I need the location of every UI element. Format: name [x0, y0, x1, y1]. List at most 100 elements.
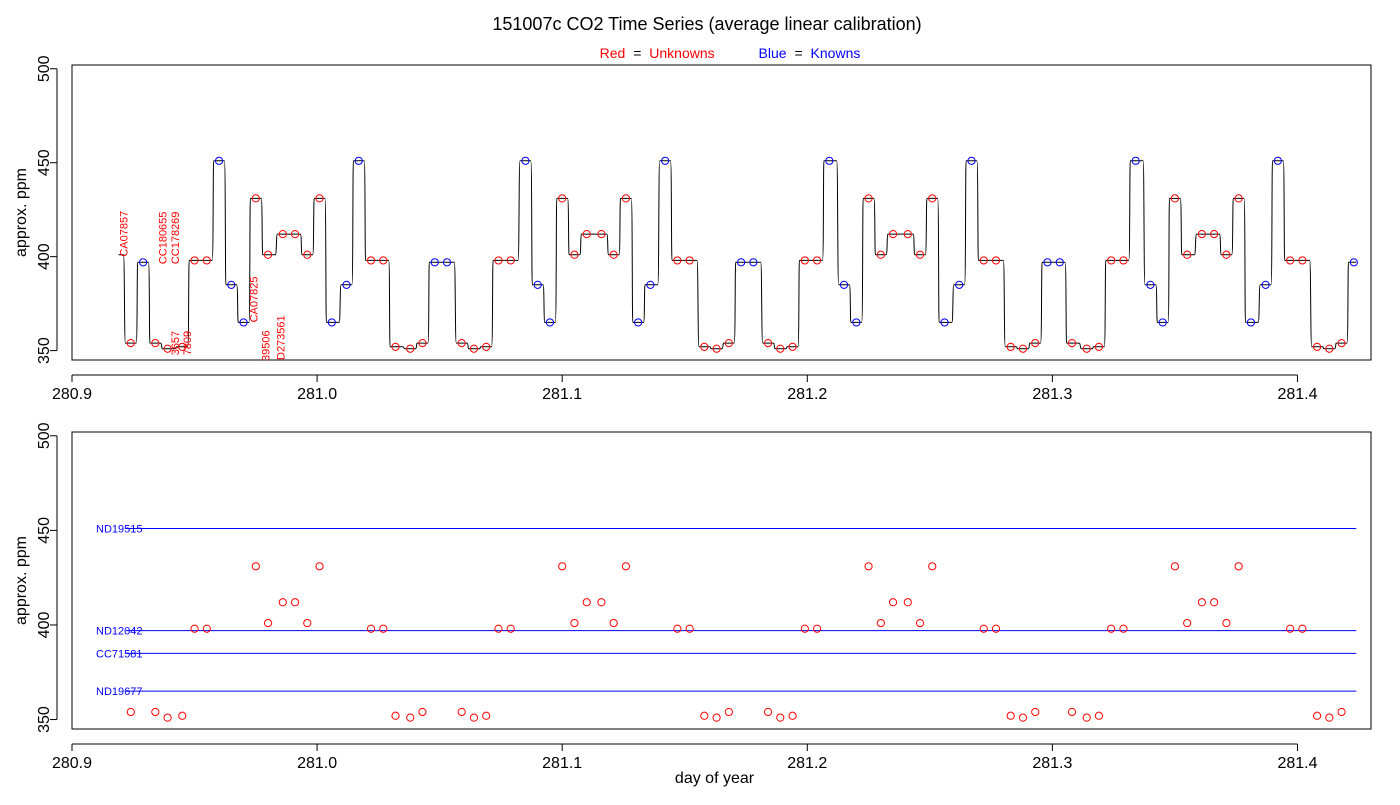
top-unknown-point — [700, 342, 709, 351]
bottom-y-tick-label: 450 — [36, 517, 53, 544]
top-unknown-point — [457, 338, 466, 348]
bottom-x-tick-label: 280.9 — [52, 755, 92, 772]
top-unknown-point — [1312, 342, 1322, 351]
top-unknown-point — [673, 256, 682, 265]
bottom-unknown-point — [406, 713, 415, 722]
top-known-point — [354, 156, 363, 165]
top-known-point — [227, 280, 236, 289]
top-known-point — [940, 318, 949, 327]
legend-blue-eq: = — [794, 45, 802, 61]
bottom-unknown-point — [1286, 624, 1295, 633]
top-unknown-point — [151, 338, 160, 348]
bottom-unknown-point — [251, 562, 260, 571]
top-known-point — [545, 318, 555, 327]
bottom-x-tick-label: 281.4 — [1277, 755, 1317, 772]
top-unknown-point — [876, 250, 885, 259]
bottom-y-tick-label: 400 — [36, 612, 53, 639]
top-known-point — [342, 280, 351, 289]
bottom-unknown-point — [303, 618, 312, 628]
top-y-tick-label: 350 — [36, 337, 53, 364]
top-unknown-point — [1006, 342, 1015, 351]
bottom-unknown-point — [1067, 707, 1077, 717]
bottom-unknown-point — [457, 707, 466, 717]
top-known-point — [1246, 318, 1256, 327]
bottom-x-axis-label: day of year — [675, 770, 755, 787]
bottom-unknown-point — [1119, 624, 1128, 633]
top-y-tick-label: 500 — [36, 55, 53, 82]
top-unknown-point — [278, 230, 287, 239]
top-y-tick-label: 400 — [36, 243, 53, 270]
top-unknown-point — [609, 250, 618, 259]
top-known-point — [839, 280, 849, 289]
top-unknown-point — [1210, 230, 1219, 239]
top-known-point — [737, 258, 746, 267]
top-unknown-point — [724, 338, 733, 348]
bottom-unknown-point — [609, 618, 618, 628]
top-known-point — [634, 318, 643, 327]
top-unknown-point — [776, 344, 785, 353]
bottom-y-tick-label: 500 — [36, 422, 53, 449]
bottom-unknown-point — [888, 598, 898, 607]
top-x-tick-label: 281.3 — [1032, 386, 1072, 403]
top-known-point — [521, 156, 530, 165]
top-plot-frame — [71, 64, 1372, 361]
bottom-unknown-point — [991, 624, 1001, 633]
bottom-x-tick-label: 281.2 — [787, 755, 827, 772]
top-unknown-point — [391, 342, 400, 351]
panel-top: 280.9 281.0 281.1 281.2 281.3 281.4 350 400 450 5… — [13, 55, 1372, 403]
top-known-point — [430, 258, 439, 267]
top-known-point — [1043, 258, 1052, 267]
top-unknown-point — [570, 250, 579, 259]
bottom-reference-label: CC71581 — [96, 648, 142, 660]
top-unknown-point — [251, 194, 260, 203]
bottom-unknown-point — [151, 707, 160, 717]
bottom-unknown-point — [1222, 618, 1231, 628]
top-unknown-point — [685, 256, 694, 265]
top-annotation-label: D273561 — [275, 315, 287, 360]
top-x-tick-label: 281.4 — [1277, 386, 1317, 403]
bottom-unknown-point — [903, 598, 912, 607]
bottom-unknown-point — [418, 707, 427, 717]
top-unknown-point — [178, 342, 187, 351]
bottom-unknown-point — [621, 562, 631, 571]
top-unknown-point — [1298, 256, 1307, 265]
top-known-point — [967, 156, 976, 165]
bottom-unknown-point — [1094, 711, 1104, 720]
top-unknown-point — [864, 194, 873, 203]
bottom-unknown-point — [673, 624, 682, 633]
bottom-unknown-point — [582, 598, 591, 607]
top-unknown-point — [1234, 194, 1243, 203]
legend-red-prefix: Red — [600, 45, 626, 61]
top-unknown-point — [1067, 338, 1077, 348]
bottom-unknown-point — [1183, 618, 1192, 628]
legend-red-eq: = — [633, 45, 641, 61]
top-known-point — [1131, 156, 1140, 165]
bottom-unknown-point — [776, 713, 785, 722]
bottom-unknown-point — [315, 562, 324, 571]
top-annotation-label: 7809 — [182, 331, 194, 355]
top-x-tick-label: 281.1 — [542, 386, 582, 403]
bottom-unknown-point — [190, 624, 199, 633]
top-unknown-point — [788, 342, 797, 351]
top-unknown-point — [800, 256, 809, 265]
bottom-unknown-point — [1107, 624, 1116, 633]
bottom-unknown-point — [290, 598, 300, 607]
bottom-unknown-point — [700, 711, 709, 720]
bottom-unknown-point — [928, 562, 937, 571]
top-unknown-point — [1094, 342, 1104, 351]
top-unknown-point — [597, 230, 606, 239]
bottom-y-tick-label: 350 — [36, 706, 53, 733]
top-unknown-point — [915, 250, 925, 259]
bottom-y-axis-label: approx. ppm — [13, 536, 30, 625]
bottom-unknown-point — [494, 624, 503, 633]
top-known-point — [1349, 258, 1358, 267]
bottom-unknown-point — [1210, 598, 1219, 607]
top-known-point — [138, 258, 148, 267]
top-known-point — [661, 156, 670, 165]
top-known-point — [1146, 280, 1155, 289]
top-annotation-label: 3657 — [170, 331, 182, 355]
top-unknown-point — [979, 256, 988, 265]
top-unknown-point — [126, 338, 135, 348]
top-unknown-point — [928, 194, 937, 203]
